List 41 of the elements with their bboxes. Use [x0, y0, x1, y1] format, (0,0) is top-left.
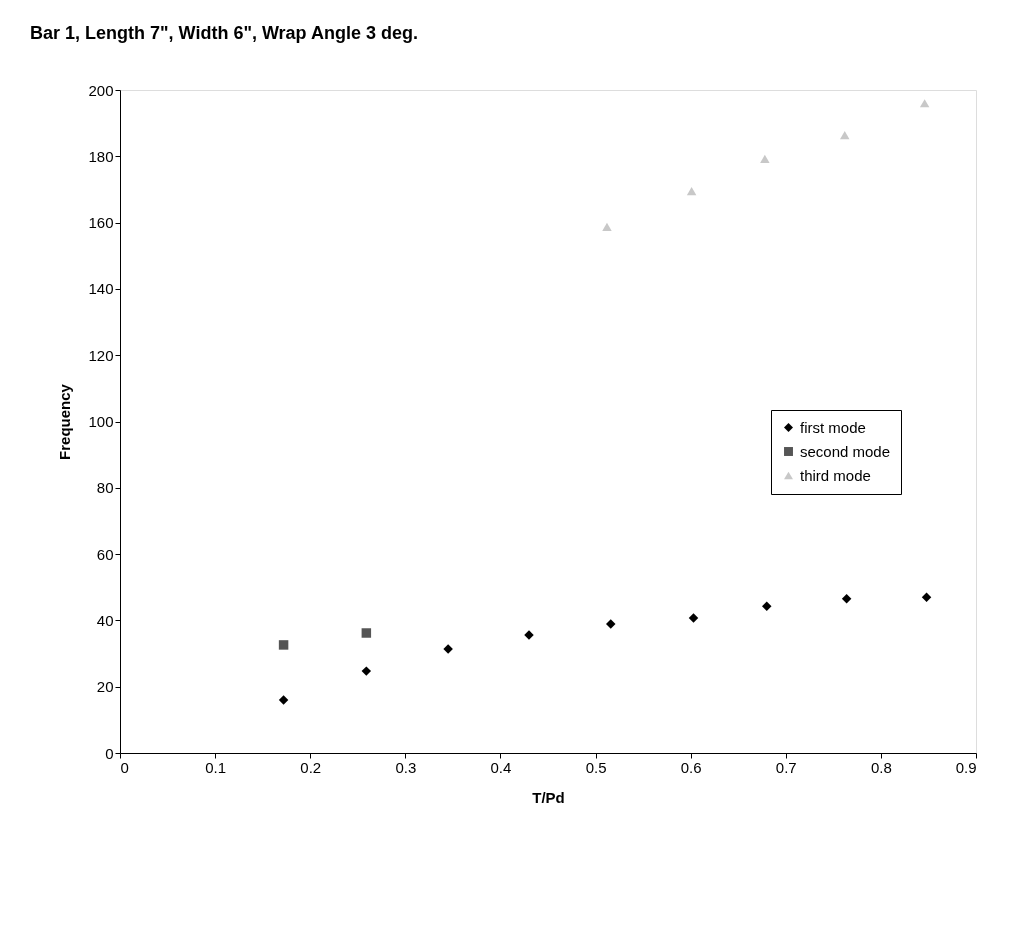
y-tick-label: 140 [88, 280, 114, 298]
x-tick-label: 0.9 [955, 758, 977, 776]
point [278, 640, 289, 650]
x-axis-title: T/Pd [532, 788, 565, 806]
x-tick-label: 0.4 [490, 758, 512, 776]
x-tick-label: 0.3 [395, 758, 417, 776]
point [602, 222, 612, 232]
x-tick-label: 0.5 [585, 758, 607, 776]
point [606, 619, 616, 629]
point [840, 130, 850, 140]
x-tick-label: 0.2 [300, 758, 322, 776]
x-tick-label: 0.1 [205, 758, 227, 776]
chart-title: Bar 1, Length 7", Width 6", Wrap Angle 3 deg. [30, 23, 418, 43]
point [686, 187, 697, 196]
y-tick-label: 0 [105, 744, 114, 762]
legend-label: first mode [800, 418, 866, 436]
point [278, 695, 289, 705]
y-tick-label: 40 [96, 611, 114, 629]
point [361, 628, 372, 638]
y-tick-label: 120 [88, 346, 114, 364]
y-tick-label: 20 [96, 678, 114, 696]
y-tick-label: 160 [88, 214, 114, 232]
y-tick-label: 60 [96, 545, 114, 563]
y-axis-title: Frequency [56, 383, 74, 460]
y-tick-label: 180 [88, 147, 114, 165]
x-tick-label: 0.7 [775, 758, 797, 776]
x-tick-label: 0.6 [680, 758, 702, 776]
y-tick-label: 100 [88, 413, 114, 430]
point [841, 594, 852, 604]
legend-label: third mode [800, 466, 871, 484]
point [919, 99, 930, 108]
y-tick-label: 200 [88, 81, 114, 99]
point [688, 613, 699, 623]
x-tick-label: 0.8 [870, 758, 892, 776]
x-tick-label: 0 [120, 758, 129, 776]
point [762, 601, 772, 611]
point [760, 154, 770, 164]
y-tick-label: 80 [96, 479, 114, 497]
point [361, 666, 372, 676]
point [921, 592, 932, 602]
legend-label: second mode [800, 442, 891, 460]
